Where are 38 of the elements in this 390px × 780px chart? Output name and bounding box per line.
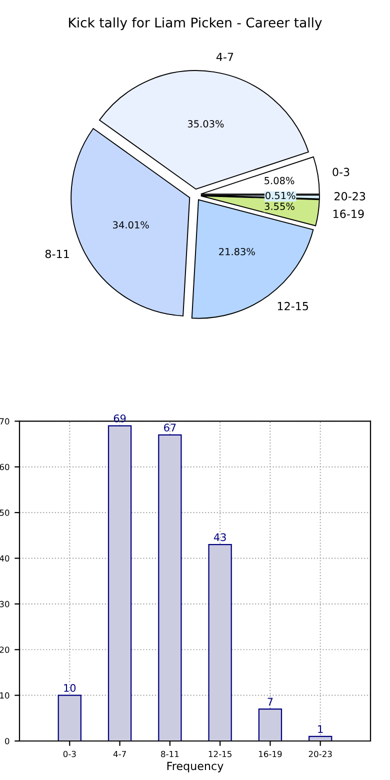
data-label: 21.83%: [219, 248, 255, 256]
chart-title: Kick tally for Liam Picken - Career tally: [69, 17, 322, 30]
data-label: 1: [318, 725, 323, 733]
y-tick-label: 0: [5, 738, 10, 744]
slice-label: 16-19: [334, 210, 364, 218]
data-label: 43: [214, 533, 226, 542]
x-axis-title: Frequency: [167, 762, 224, 772]
slice-label: 20-23: [334, 192, 366, 200]
data-label: 5.08%: [264, 176, 294, 184]
bar: [108, 425, 132, 741]
x-tick-label: 0-3: [63, 750, 76, 758]
y-tick-label: 20: [0, 646, 10, 653]
slice-label: 12-15: [278, 302, 308, 310]
x-tick-label: 12-15: [208, 750, 232, 758]
y-tick-label: 60: [0, 464, 10, 470]
data-label: 3.55%: [264, 202, 294, 210]
y-tick-label: 50: [0, 510, 10, 516]
bar: [58, 694, 82, 741]
data-label: 67: [164, 424, 176, 432]
y-tick-label: 30: [0, 600, 10, 608]
slice-label: 8-11: [45, 250, 69, 258]
x-tick-label: 4-7: [113, 750, 126, 758]
y-tick-label: 40: [0, 555, 10, 562]
slice-label: 4-7: [216, 52, 234, 61]
bar: [258, 708, 282, 741]
bar: [158, 434, 182, 741]
data-label: 35.03%: [188, 120, 224, 128]
y-tick-label: 10: [0, 692, 10, 699]
bar: [208, 544, 232, 741]
data-label: 7: [268, 698, 273, 706]
x-tick-label: 8-11: [161, 750, 179, 758]
x-tick-label: 16-19: [259, 750, 282, 758]
data-label: 10: [64, 684, 76, 692]
data-label: 0.51%: [266, 192, 296, 200]
y-tick-label: 70: [0, 418, 10, 424]
x-tick-label: 20-23: [308, 750, 332, 758]
slice-label: 0-3: [332, 168, 350, 176]
data-label: 34.01%: [113, 221, 149, 229]
